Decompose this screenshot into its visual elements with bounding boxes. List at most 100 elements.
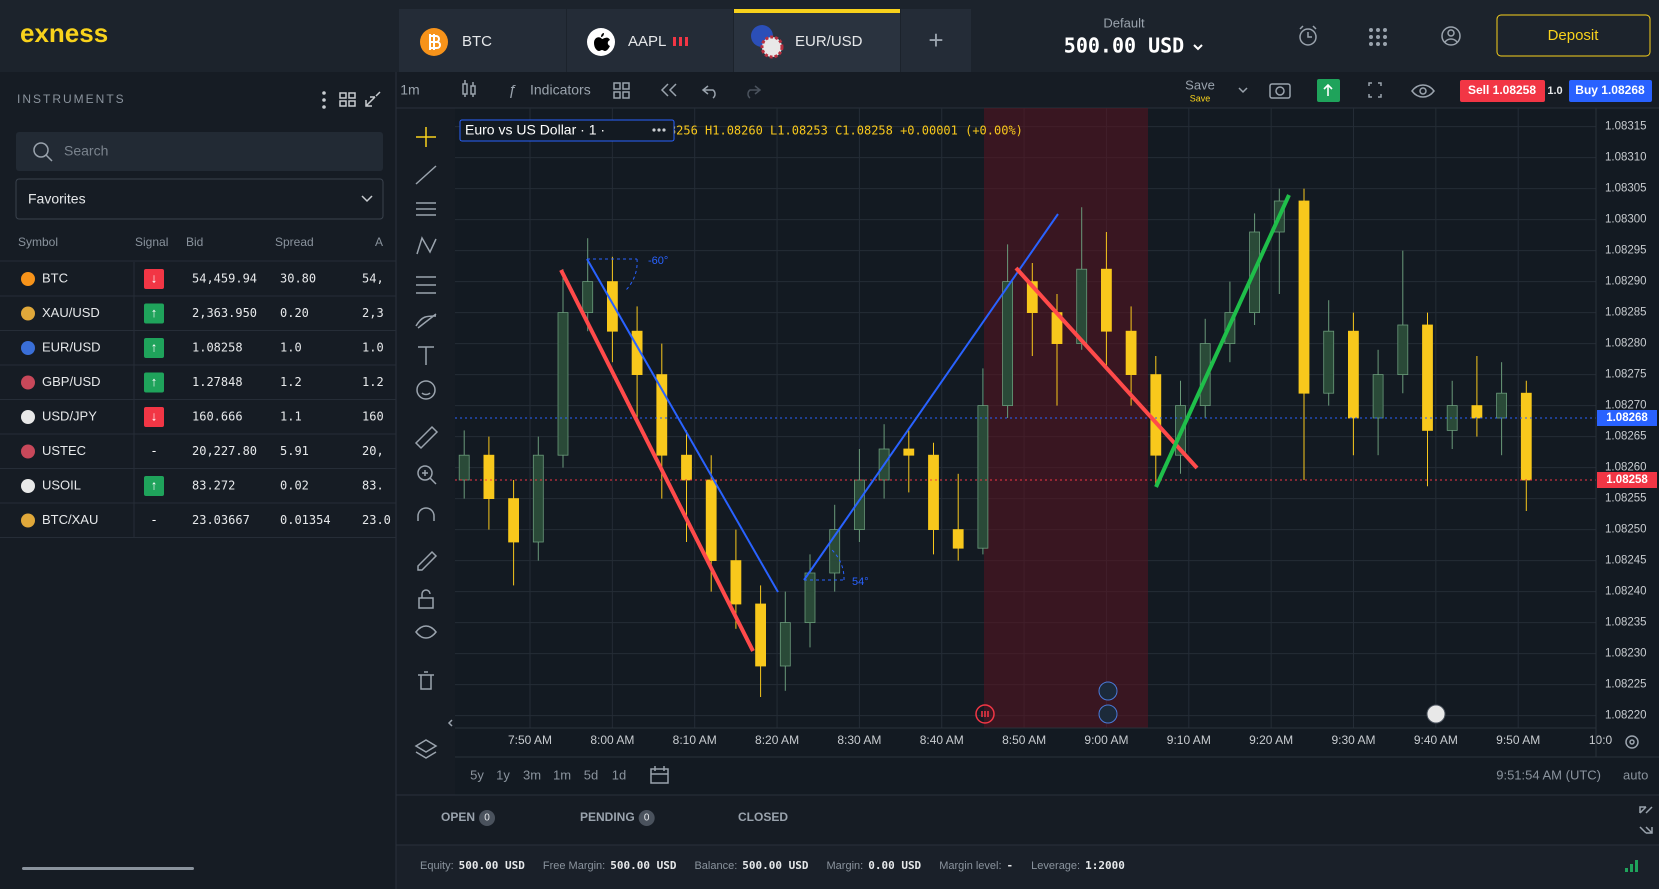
range-button[interactable]: 1y — [496, 767, 510, 782]
layers-tool[interactable] — [414, 739, 438, 759]
profile-icon[interactable] — [1441, 26, 1461, 46]
visibility-icon[interactable] — [1411, 84, 1435, 98]
expand-icon[interactable] — [1639, 806, 1653, 834]
save[interactable]: Save — [1185, 77, 1215, 92]
replay-icon[interactable] — [660, 83, 677, 97]
buy-button[interactable] — [1569, 80, 1652, 102]
trend-line[interactable] — [1014, 266, 1199, 470]
x-tick-label: 9:50 AM — [1496, 733, 1540, 747]
symbol: BTC — [42, 270, 68, 285]
trend-line[interactable] — [586, 258, 779, 593]
date-range-icon[interactable] — [650, 766, 669, 784]
x-tick-label: 8:40 AM — [920, 733, 964, 747]
range-button[interactable]: 1m — [553, 767, 571, 782]
deposit-button[interactable] — [1496, 14, 1651, 57]
angle-label: -60° — [648, 255, 668, 267]
y-tick-label: 1.08230 — [1605, 648, 1647, 660]
count: 0 — [484, 813, 490, 824]
indicators[interactable]: Indicators — [530, 82, 591, 98]
spread: 1.0 — [280, 341, 302, 355]
fib-tool[interactable] — [416, 202, 436, 216]
ruler-tool[interactable] — [414, 425, 439, 450]
chart-type-icon[interactable] — [462, 80, 476, 97]
search-placeholder[interactable]: Search — [64, 143, 108, 159]
candle-body — [1520, 392, 1532, 481]
orders-tab[interactable]: PENDING — [580, 810, 635, 824]
add-tab[interactable]: + — [928, 25, 943, 55]
sell-button[interactable] — [1460, 80, 1545, 102]
logo[interactable]: exness — [20, 18, 108, 48]
count: 0 — [644, 813, 650, 824]
lock-draw-tool[interactable] — [417, 550, 438, 571]
fullscreen-icon[interactable] — [1368, 82, 1382, 98]
emoji-tool[interactable] — [416, 380, 436, 400]
indicators-icon[interactable]: ƒ — [508, 82, 516, 99]
event-marker[interactable] — [1098, 704, 1118, 724]
orders-tab[interactable]: OPEN — [441, 810, 475, 824]
zoom-tool[interactable] — [417, 465, 437, 485]
x-tick-label: 9:20 AM — [1249, 733, 1293, 747]
trend-line[interactable] — [1154, 194, 1291, 488]
text-tool[interactable] — [418, 346, 434, 365]
event-marker[interactable] — [975, 704, 995, 724]
bid: 83.272 — [192, 479, 235, 493]
candle-body — [1397, 324, 1409, 375]
tab-label[interactable]: EUR/USD — [795, 33, 863, 50]
price-tag — [1597, 410, 1657, 426]
trend-line[interactable] — [803, 213, 1059, 581]
y-tick-label: 1.08295 — [1605, 245, 1647, 257]
candle-body — [705, 479, 717, 561]
delete-tool[interactable] — [418, 671, 434, 690]
event-marker[interactable] — [1426, 704, 1446, 724]
filter-label[interactable]: Favorites — [28, 191, 86, 207]
deposit-label[interactable]: Deposit — [1548, 27, 1600, 44]
scale-mode[interactable]: auto — [1623, 767, 1648, 782]
balance[interactable]: 500.00 USD — [1064, 34, 1184, 58]
magnet-tool[interactable] — [417, 507, 435, 521]
orders-tab[interactable]: CLOSED — [738, 810, 788, 824]
range-button[interactable]: 3m — [523, 767, 541, 782]
candle-body — [1348, 330, 1359, 419]
trade-arrow — [1323, 83, 1333, 96]
sell-label[interactable]: Sell 1.08258 — [1468, 83, 1536, 97]
tab-label[interactable]: AAPL — [628, 33, 666, 50]
tab-label[interactable]: BTC — [462, 33, 492, 50]
alarm-icon[interactable] — [1299, 25, 1317, 46]
save-caret[interactable] — [1238, 87, 1248, 94]
candle-body — [1446, 405, 1458, 431]
brush-tool[interactable] — [415, 313, 437, 329]
apple-glyph — [594, 33, 610, 51]
settings-icon[interactable] — [1625, 735, 1639, 749]
trendline-tool[interactable] — [415, 165, 437, 185]
bid: 54,459.94 — [192, 272, 257, 286]
legend-box[interactable] — [459, 119, 675, 142]
templates-icon[interactable] — [613, 82, 630, 99]
range-button[interactable]: 5d — [584, 767, 598, 782]
hide-tool[interactable] — [415, 625, 437, 639]
apps-icon[interactable] — [1369, 28, 1387, 46]
snapshot-icon[interactable] — [1269, 83, 1291, 99]
tab[interactable] — [901, 9, 971, 72]
undo-icon[interactable] — [701, 85, 716, 99]
search-box[interactable] — [16, 132, 383, 171]
range-button[interactable]: 5y — [470, 767, 484, 782]
symbol-legend[interactable]: Euro vs US Dollar · 1 · — [465, 122, 605, 138]
y-tick-label: 1.08235 — [1605, 617, 1647, 629]
range-button[interactable]: 1d — [612, 767, 626, 782]
panel-menu[interactable] — [322, 91, 326, 109]
lock-tool[interactable] — [418, 589, 434, 609]
buy-label[interactable]: Buy 1.08268 — [1575, 83, 1645, 97]
signal: ↑ — [151, 374, 158, 389]
panel-collapse[interactable] — [365, 91, 381, 107]
legend-menu[interactable] — [652, 128, 666, 132]
summary-label: Free Margin: — [543, 860, 605, 872]
event-marker[interactable] — [1098, 681, 1118, 701]
projection-tool[interactable] — [416, 276, 436, 294]
trend-line[interactable] — [559, 269, 755, 652]
crosshair-tool[interactable] — [416, 127, 436, 147]
pattern-tool[interactable] — [416, 236, 437, 255]
collapse-tools[interactable] — [447, 719, 453, 727]
panel-layout[interactable] — [339, 92, 356, 107]
timeframe[interactable]: 1m — [400, 82, 419, 98]
filter-select[interactable] — [15, 178, 384, 220]
